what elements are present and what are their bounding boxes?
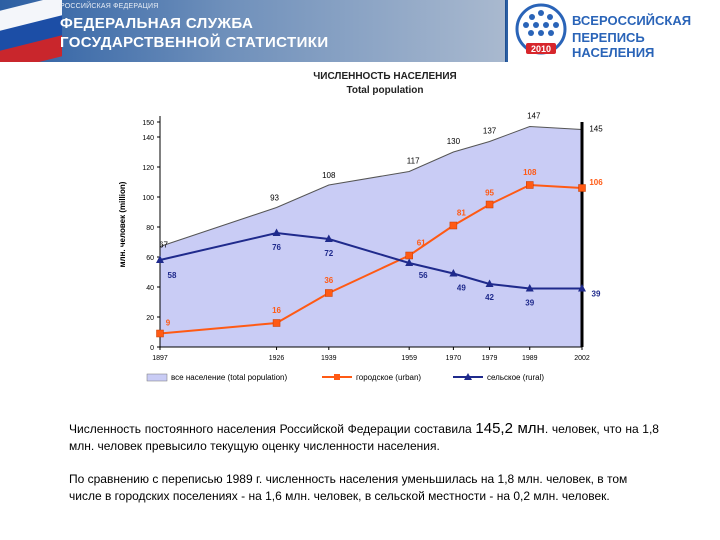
x-tick-label: 1926: [269, 355, 285, 362]
x-tick-label: 1897: [152, 355, 168, 362]
chart-subtitle: Total population: [346, 85, 423, 96]
y-axis-label: млн. человек (million): [118, 181, 127, 267]
rural-marker: [578, 284, 586, 292]
y-tick-label: 140: [142, 135, 154, 142]
country-label: РОССИЙСКАЯ ФЕДЕРАЦИЯ: [60, 3, 159, 10]
rural-marker: [272, 228, 281, 236]
urban-data-label: 81: [457, 209, 466, 218]
total-data-label: 130: [447, 137, 461, 146]
legend-urban-marker: [334, 374, 340, 380]
urban-data-label: 61: [417, 239, 426, 248]
y-tick-label: 80: [146, 225, 154, 232]
urban-marker: [405, 251, 413, 260]
plot-area: 0 20 40 60 80 100 120 140 150 1897 1926 1939 1959 197…: [118, 112, 603, 383]
header-banner: РОССИЙСКАЯ ФЕДЕРАЦИЯ ФЕДЕРАЛЬНАЯ СЛУЖБА …: [0, 0, 720, 62]
urban-marker: [449, 221, 458, 230]
total-data-label: 137: [483, 127, 497, 136]
russian-flag-icon: [0, 0, 62, 62]
urban-marker: [325, 289, 333, 297]
total-data-label: 108: [322, 171, 336, 180]
x-tick-label: 1979: [482, 355, 498, 362]
urban-marker: [485, 200, 494, 209]
x-tick-label: 1959: [401, 355, 417, 362]
census-title-line1: ВСЕРОССИЙСКАЯ: [572, 13, 692, 28]
legend-rural-marker: [464, 373, 472, 380]
chart-title: ЧИСЛЕННОСТЬ НАСЕЛЕНИЯ: [313, 71, 457, 82]
y-tick-label: 60: [146, 255, 154, 262]
urban-data-label: 106: [589, 178, 603, 187]
census-logo: 2010 ВСЕРОССИЙСКАЯ ПЕРЕПИСЬ НАСЕЛЕНИЯ: [506, 0, 720, 62]
urban-marker: [526, 181, 534, 189]
legend-total-swatch: [146, 373, 168, 382]
agency-name-line2: ГОСУДАРСТВЕННОЙ СТАТИСТИКИ: [60, 34, 329, 51]
rural-marker: [324, 234, 333, 242]
rural-data-label: 49: [457, 284, 466, 293]
population-total: 145,2 млн: [475, 420, 545, 437]
rural-data-label: 72: [324, 249, 333, 258]
y-tick-label: 0: [150, 345, 154, 352]
total-population-line: [159, 125, 583, 247]
x-tick-label: 1939: [321, 355, 337, 362]
legend-urban-label: городское (urban): [356, 373, 421, 382]
census-year: 2010: [531, 44, 551, 54]
y-tick-label: 150: [142, 120, 154, 127]
urban-marker: [578, 184, 586, 192]
urban-data-label: 9: [166, 319, 171, 328]
y-tick-label: 120: [142, 165, 154, 172]
x-tick-label: 2002: [574, 355, 590, 362]
agency-name-line1: ФЕДЕРАЛЬНАЯ СЛУЖБА: [60, 15, 254, 32]
total-data-label: 67: [159, 241, 168, 250]
urban-marker: [156, 329, 164, 338]
rural-marker: [156, 255, 164, 263]
urban-data-label: 36: [324, 276, 333, 285]
comparison-paragraph: По сравнению с переписью 1989 г. численн…: [69, 472, 628, 503]
banner-gradient: [0, 0, 505, 62]
rural-marker: [449, 269, 458, 277]
legend-rural-label: сельское (rural): [487, 373, 544, 382]
rural-data-label: 76: [272, 243, 281, 252]
total-data-label: 145: [589, 125, 603, 134]
census-emblem-icon: 2010: [515, 3, 567, 55]
total-data-label: 147: [527, 112, 541, 121]
rural-data-label: 39: [525, 299, 534, 308]
rural-data-label: 42: [485, 293, 494, 302]
rural-data-label: 58: [168, 271, 177, 280]
urban-data-label: 108: [523, 168, 537, 177]
x-tick-label: 1989: [522, 355, 538, 362]
y-tick-label: 20: [146, 315, 154, 322]
census-title-line2: ПЕРЕПИСЬ НАСЕЛЕНИЯ: [572, 30, 655, 60]
rural-data-label: 39: [592, 290, 601, 299]
urban-data-label: 95: [485, 189, 494, 198]
population-chart: ЧИСЛЕННОСТЬ НАСЕЛЕНИЯ Total population 0…: [118, 71, 603, 383]
summary-text-end: . человек, что на 1,8 млн. человек превы…: [69, 422, 659, 453]
y-tick-label: 40: [146, 285, 154, 292]
rural-marker: [485, 279, 494, 287]
y-tick-label: 100: [142, 195, 154, 202]
rural-data-label: 56: [419, 271, 428, 280]
summary-paragraph: Численность постоянного населения Россий…: [69, 420, 659, 455]
total-data-label: 93: [270, 194, 279, 203]
urban-line: [159, 183, 583, 335]
total-population-area: [160, 126, 582, 347]
x-tick-label: 1970: [446, 355, 462, 362]
rural-marker: [525, 284, 534, 292]
summary-text-start: Численность постоянного населения Россий…: [69, 422, 476, 436]
urban-marker: [272, 319, 281, 327]
rural-line: [159, 231, 582, 290]
rural-marker: [405, 258, 414, 266]
urban-data-label: 16: [272, 306, 281, 315]
total-data-label: 117: [407, 157, 420, 166]
legend-total-label: все население (total population): [171, 373, 287, 382]
